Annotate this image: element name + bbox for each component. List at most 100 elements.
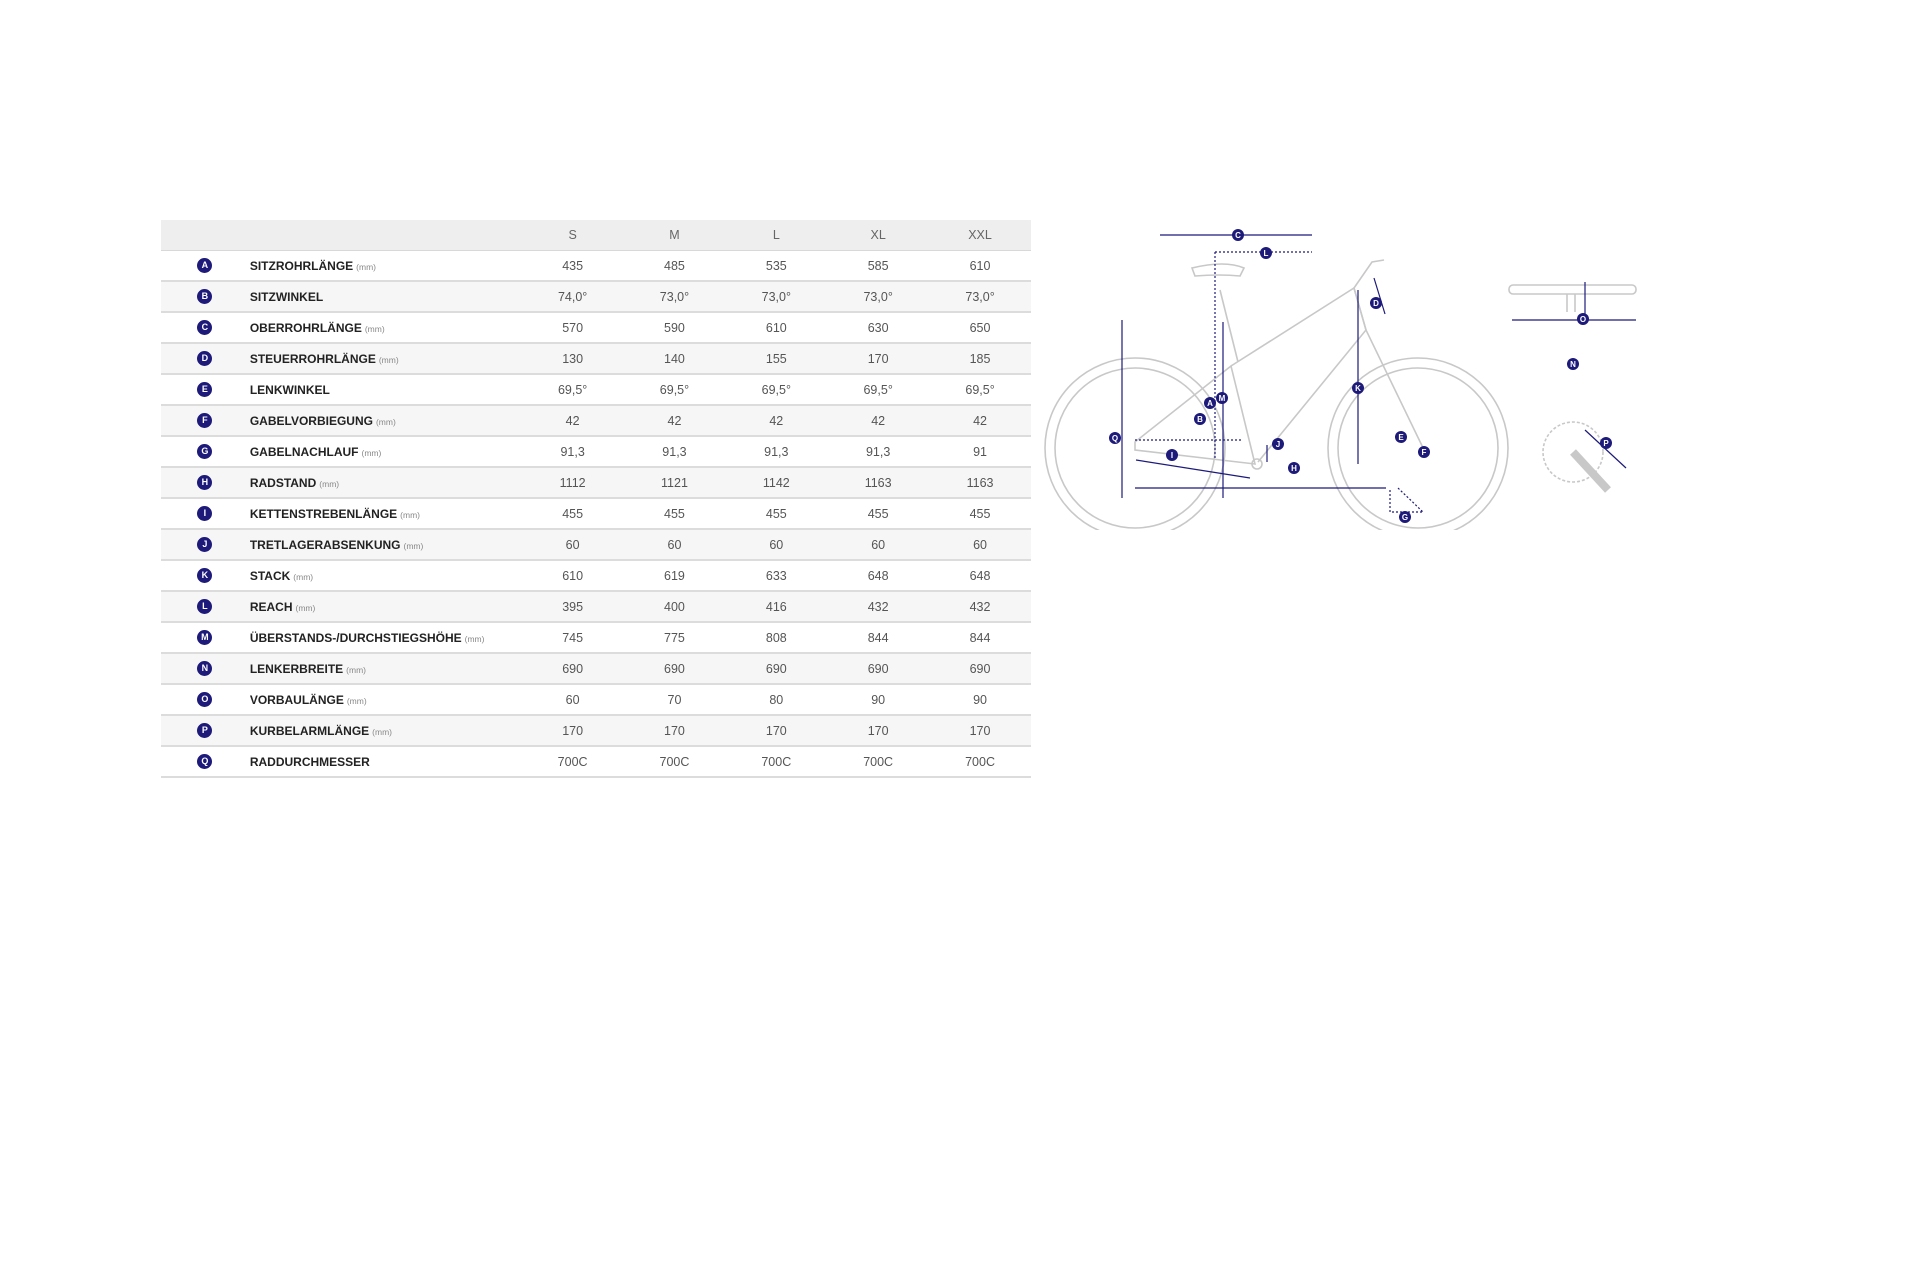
- row-value: 69,5°: [623, 374, 726, 406]
- diagram-label-k: K: [1355, 384, 1361, 393]
- row-label: SITZROHRLÄNGE: [249, 258, 354, 273]
- row-unit: (mm): [293, 571, 314, 582]
- row-label: RADDURCHMESSER: [249, 754, 370, 769]
- row-value: 90: [827, 684, 930, 716]
- dimension-lines: [1121, 234, 1636, 513]
- row-label-cell: TRETLAGERABSENKUNG (mm): [248, 529, 522, 561]
- header-spacer: [161, 220, 249, 251]
- row-unit: (mm): [400, 509, 420, 520]
- row-value: 630: [827, 312, 930, 344]
- row-label: LENKERBREITE: [249, 661, 344, 676]
- table-row: I KETTENSTREBENLÄNGE (mm) 455 455 455 455 455: [161, 498, 1031, 530]
- diagram-badge-a: [1204, 397, 1216, 409]
- row-value: 432: [929, 591, 1031, 623]
- row-value: 416: [725, 591, 828, 623]
- row-label: VORBAULÄNGE: [249, 692, 344, 707]
- row-value: 1112: [521, 467, 624, 499]
- row-value: 700C: [725, 746, 828, 778]
- table-row: L REACH (mm) 395 400 416 432 432: [161, 591, 1031, 623]
- row-label: KURBELARMLÄNGE: [249, 723, 370, 738]
- row-value: 70: [623, 684, 726, 716]
- diagram-badge-m: [1216, 392, 1228, 404]
- row-value: 535: [725, 250, 828, 282]
- row-label-cell: VORBAULÄNGE (mm): [248, 684, 522, 716]
- row-key-cell: A: [161, 250, 249, 282]
- table-row: J TRETLAGERABSENKUNG (mm) 60 60 60 60 60: [161, 529, 1031, 561]
- row-value: 140: [623, 343, 726, 375]
- front-wheel: [1327, 357, 1509, 530]
- diagram-badge-p: [1600, 437, 1612, 449]
- diagram-badge-c: [1232, 229, 1244, 241]
- diagram-badge-j: [1272, 438, 1284, 450]
- table-row: N LENKERBREITE (mm) 690 690 690 690 690: [161, 653, 1031, 685]
- table-row: C OBERROHRLÄNGE (mm) 570 590 610 630 650: [161, 312, 1031, 344]
- diagram-label-o: O: [1580, 315, 1586, 324]
- row-label: REACH: [249, 599, 293, 614]
- table-row: H RADSTAND (mm) 1112 1121 1142 1163 1163: [161, 467, 1031, 499]
- row-value: 690: [521, 653, 624, 685]
- table-row: Q RADDURCHMESSER 700C 700C 700C 700C 700C: [161, 746, 1031, 778]
- crank-arm: [1570, 449, 1611, 493]
- row-value: 648: [827, 560, 930, 592]
- row-unit: (mm): [295, 602, 316, 613]
- dimension-line-g: [1389, 487, 1424, 513]
- row-value: 185: [929, 343, 1031, 375]
- diagram-label-a: A: [1207, 399, 1213, 408]
- diagram-label-j: J: [1276, 440, 1280, 449]
- diagram-badge-f: [1418, 446, 1430, 458]
- row-unit: (mm): [364, 323, 385, 334]
- row-value: 73,0°: [725, 281, 828, 313]
- row-value: 91: [929, 436, 1031, 468]
- row-value: 633: [725, 560, 828, 592]
- seatpost: [1219, 289, 1239, 363]
- row-label-cell: LENKERBREITE (mm): [248, 653, 522, 685]
- row-key-badge: G: [197, 444, 213, 460]
- row-value: 1142: [725, 467, 828, 499]
- row-value: 1163: [929, 467, 1031, 499]
- geometry-table: S M L XL XXL A SITZROHRLÄNGE (mm) 435 485 535…: [161, 220, 1031, 778]
- row-value: 130: [521, 343, 624, 375]
- size-header: L: [725, 220, 828, 251]
- row-value: 91,3: [827, 436, 930, 468]
- size-header: S: [521, 220, 624, 251]
- row-value: 700C: [827, 746, 930, 778]
- row-value: 60: [521, 684, 624, 716]
- row-value: 80: [725, 684, 828, 716]
- row-value: 60: [827, 529, 930, 561]
- row-value: 455: [827, 498, 930, 530]
- row-label: GABELVORBIEGUNG: [249, 413, 373, 428]
- row-label-cell: STEUERROHRLÄNGE (mm): [248, 343, 522, 375]
- row-value: 432: [827, 591, 930, 623]
- row-value: 1163: [827, 467, 930, 499]
- row-value: 619: [623, 560, 726, 592]
- row-unit: (mm): [375, 416, 396, 427]
- row-unit: (mm): [378, 354, 399, 365]
- chainring: [1542, 421, 1604, 483]
- row-unit: (mm): [346, 664, 366, 675]
- row-value: 844: [929, 622, 1031, 654]
- row-value: 570: [521, 312, 624, 344]
- row-value: 700C: [623, 746, 726, 778]
- row-label: STEUERROHRLÄNGE: [249, 351, 376, 366]
- row-unit: (mm): [464, 633, 485, 644]
- row-value: 485: [623, 250, 726, 282]
- diagram-badge-l: [1260, 247, 1272, 259]
- row-key-badge: D: [197, 351, 213, 367]
- row-label: ÜBERSTANDS-/DURCHSTIEGSHÖHE: [249, 630, 462, 645]
- row-unit: (mm): [372, 726, 392, 737]
- row-value: 455: [521, 498, 624, 530]
- row-value: 455: [929, 498, 1031, 530]
- row-value: 90: [929, 684, 1031, 716]
- row-key-cell: O: [161, 684, 249, 716]
- diagram-label-h: H: [1291, 464, 1297, 473]
- row-value: 610: [725, 312, 828, 344]
- row-unit: (mm): [346, 695, 367, 706]
- row-unit: (mm): [403, 540, 424, 551]
- row-label: GABELNACHLAUF: [249, 444, 359, 459]
- row-value: 42: [827, 405, 930, 437]
- saddle: [1190, 263, 1246, 277]
- row-label-cell: OBERROHRLÄNGE (mm): [248, 312, 522, 344]
- row-key-badge: A: [197, 258, 213, 274]
- row-value: 69,5°: [827, 374, 930, 406]
- row-label-cell: SITZROHRLÄNGE (mm): [248, 250, 522, 282]
